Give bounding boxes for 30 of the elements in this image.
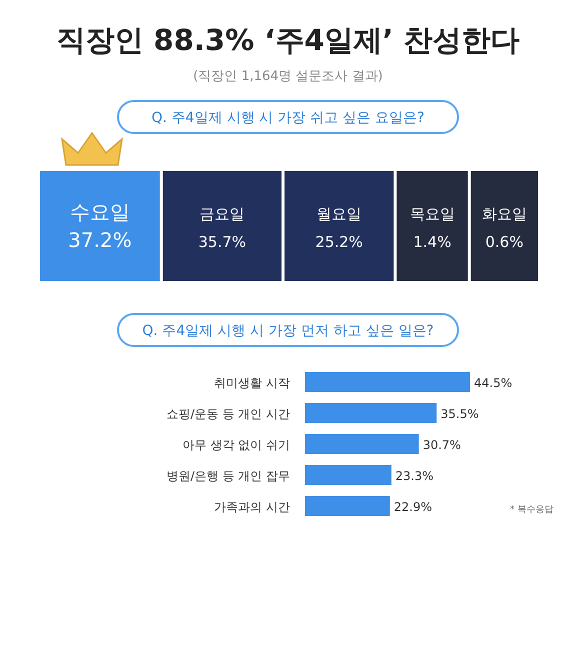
data-label: 0.6% xyxy=(485,233,524,251)
text: 직장인 88.3% ‘주4일제’ 찬성한다 xyxy=(56,23,520,57)
bar xyxy=(305,403,437,423)
category-label: 금요일 xyxy=(200,205,245,223)
text: Q. 주4일제 시행 시 가장 쉬고 싶은 요일은? xyxy=(152,110,424,126)
text: * 복수응답 xyxy=(510,505,554,515)
bar xyxy=(305,465,392,485)
data-label: 35.5% xyxy=(440,407,479,421)
data-label: 1.4% xyxy=(413,233,452,251)
y-tick-label: 취미생활 시작 xyxy=(214,376,290,390)
text: (직장인 1,164명 설문조사 결과) xyxy=(193,69,383,84)
y-tick-label: 병원/은행 등 개인 잡무 xyxy=(166,469,290,483)
bar xyxy=(305,496,390,516)
data-label: 30.7% xyxy=(422,438,461,452)
bar xyxy=(305,434,419,454)
chart-title: Q. 주4일제 시행 시 가장 먼저 하고 싶은 일은? xyxy=(142,323,434,339)
data-label: 35.7% xyxy=(198,233,246,251)
category-label: 목요일 xyxy=(410,205,455,223)
y-tick-label: 가족과의 시간 xyxy=(214,500,290,514)
data-label: 25.2% xyxy=(315,233,363,251)
data-label: 22.9% xyxy=(394,500,432,514)
category-label: 수요일 xyxy=(70,200,130,224)
data-label: 37.2% xyxy=(68,228,132,252)
bar xyxy=(305,372,470,392)
category-label: 화요일 xyxy=(482,205,527,223)
data-label: 44.5% xyxy=(474,376,512,390)
y-tick-label: 아무 생각 없이 쉬기 xyxy=(182,438,290,452)
y-tick-label: 쇼핑/운동 등 개인 시간 xyxy=(166,407,290,421)
category-label: 월요일 xyxy=(316,205,362,223)
data-label: 23.3% xyxy=(395,469,434,483)
